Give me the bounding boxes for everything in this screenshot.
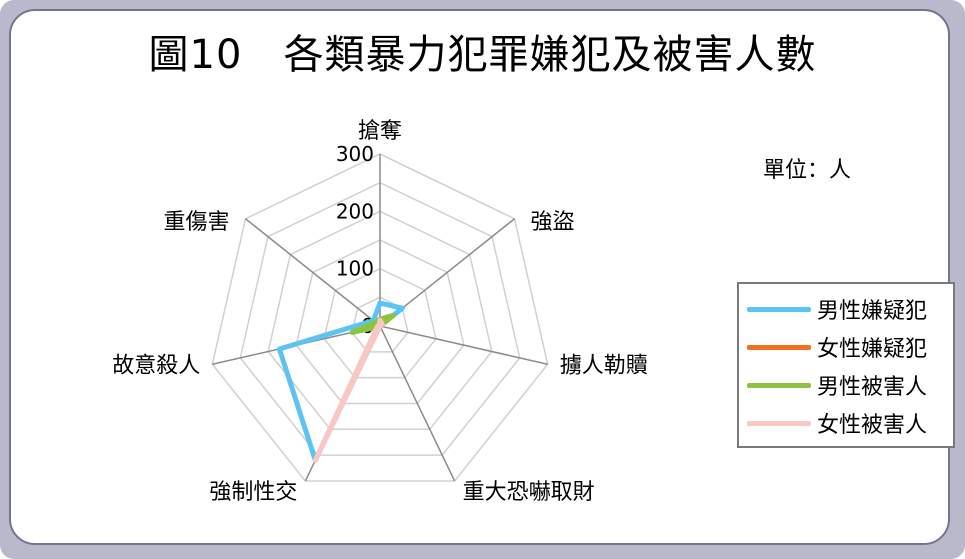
legend-swatch (747, 382, 811, 388)
grid-ring (295, 239, 465, 405)
grid-ring (351, 296, 409, 353)
category-label: 重大恐嚇取財 (463, 480, 595, 505)
legend-item: 男性嫌疑犯 (747, 290, 953, 328)
legend-item: 男性被害人 (747, 366, 953, 404)
legend-swatch (747, 306, 811, 312)
legend-label: 男性被害人 (817, 375, 928, 400)
tick-label: 300 (336, 142, 374, 166)
grid-ring (239, 181, 521, 456)
grid-ring (211, 153, 549, 482)
legend-label: 男性嫌疑犯 (817, 299, 928, 324)
legend-item: 女性嫌疑犯 (747, 328, 953, 366)
chart-legend: 男性嫌疑犯女性嫌疑犯男性被害人女性被害人 (737, 282, 955, 448)
chart-title: 圖10 各類暴力犯罪嫌犯及被害人數 (148, 32, 817, 78)
legend-label: 女性被害人 (817, 413, 928, 438)
legend-label: 女性嫌疑犯 (817, 337, 928, 362)
axis-spoke (245, 218, 381, 327)
unit-label: 單位：人 (763, 158, 852, 183)
axis-spoke (379, 325, 548, 366)
category-label: 故意殺人 (112, 353, 200, 378)
tick-label: 100 (336, 257, 374, 281)
chart-panel (9, 9, 950, 545)
category-label: 擄人勒贖 (560, 353, 648, 378)
legend-swatch (747, 420, 811, 426)
category-label: 重傷害 (164, 210, 230, 235)
legend-swatch (747, 344, 811, 350)
grid-ring (323, 267, 437, 379)
series-line (312, 317, 385, 463)
axis-spoke (379, 325, 456, 482)
category-label: 強制性交 (209, 480, 297, 505)
legend-item: 女性被害人 (747, 404, 953, 442)
tick-label: 200 (336, 199, 374, 223)
category-label: 搶奪 (358, 119, 402, 144)
grid-ring (267, 210, 493, 431)
category-label: 強盜 (530, 210, 574, 235)
